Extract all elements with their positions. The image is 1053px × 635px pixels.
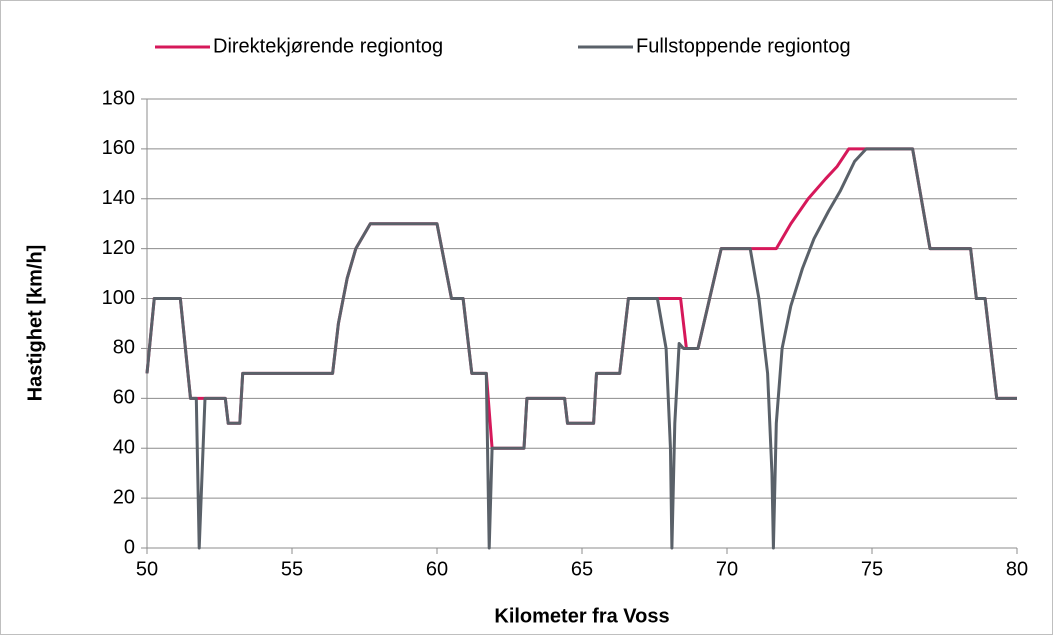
legend-label: Direktekjørende regiontog [213, 35, 443, 57]
x-tick-label: 50 [136, 558, 158, 580]
y-axis-title: Hastighet [km/h] [24, 245, 46, 402]
x-tick-label: 60 [426, 558, 448, 580]
y-tick-label: 60 [113, 387, 135, 409]
y-tick-label: 20 [113, 486, 135, 508]
x-tick-label: 55 [281, 558, 303, 580]
series-line [145, 147, 1017, 550]
legend-label: Fullstoppende regiontog [636, 35, 851, 57]
y-tick-label: 0 [124, 536, 135, 558]
y-tick-label: 100 [102, 287, 135, 309]
y-tick-label: 80 [113, 337, 135, 359]
x-tick-label: 65 [571, 558, 593, 580]
y-tick-label: 120 [102, 237, 135, 259]
x-axis-title: Kilometer fra Voss [494, 605, 669, 627]
x-tick-label: 70 [716, 558, 738, 580]
y-tick-label: 40 [113, 437, 135, 459]
y-tick-label: 160 [102, 137, 135, 159]
y-tick-label: 180 [102, 87, 135, 109]
y-tick-label: 140 [102, 187, 135, 209]
x-tick-label: 75 [861, 558, 883, 580]
x-tick-label: 80 [1006, 558, 1028, 580]
